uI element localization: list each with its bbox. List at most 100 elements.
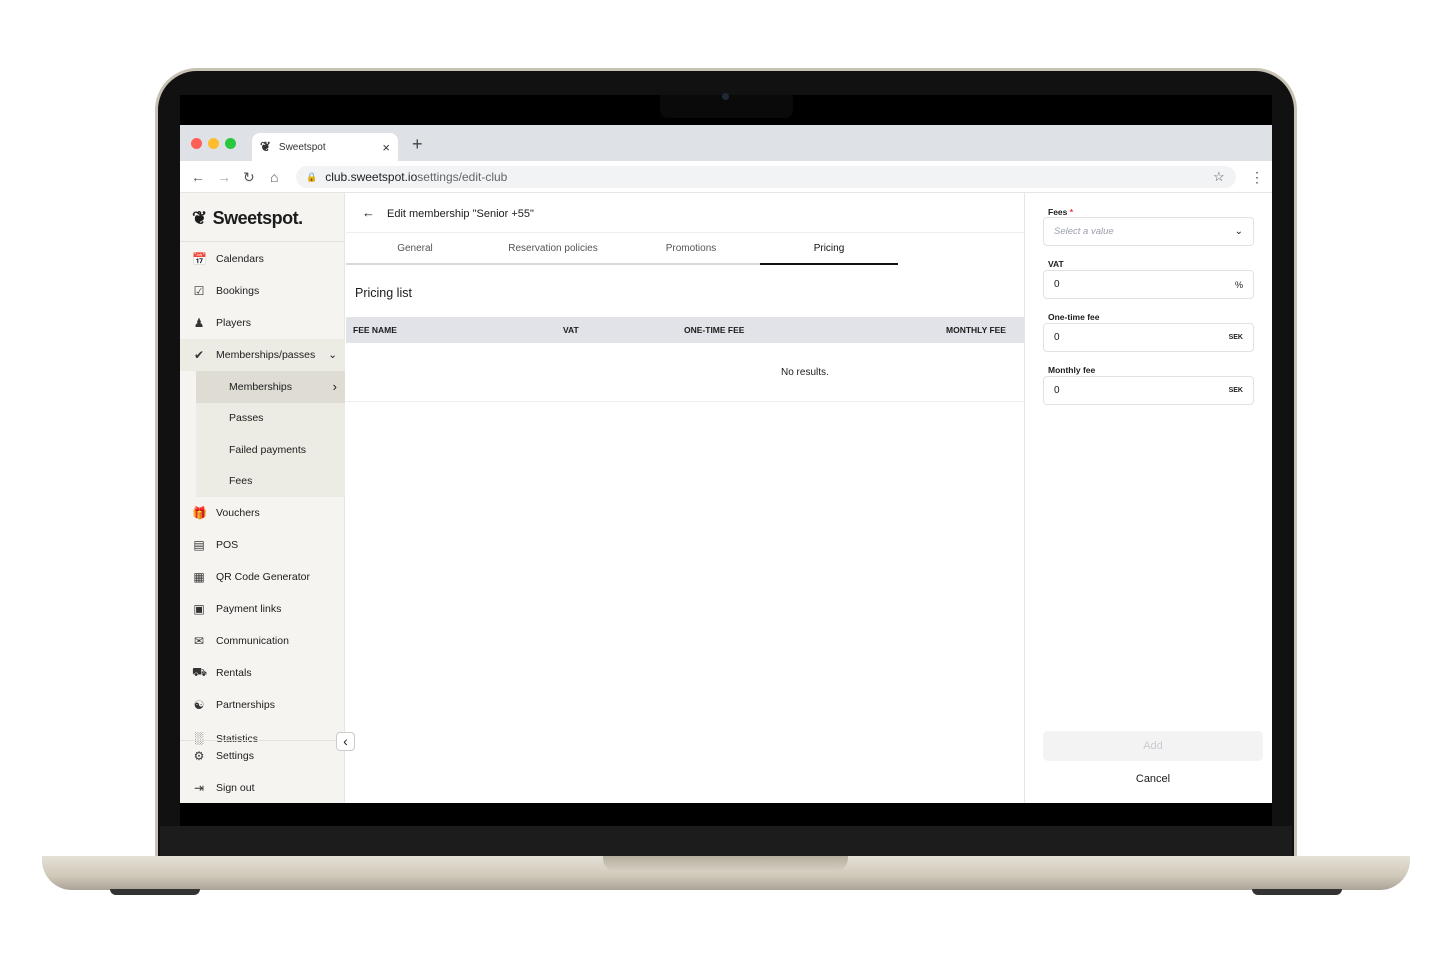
sweetspot-logo: ❦ Sweetspot. [192, 208, 303, 228]
url-host: club.sweetspot.io [325, 170, 418, 184]
sidebar-item-label: Communication [216, 635, 289, 647]
gift-icon: 🎁 [192, 506, 207, 520]
reload-icon[interactable]: ↻ [243, 169, 255, 185]
chevron-down-icon: ⌄ [1234, 226, 1243, 237]
sidebar-item-calendars[interactable]: 📅 Calendars [180, 243, 345, 275]
column-header: MONTHLY FEE [946, 325, 1006, 335]
sidebar-item-communication[interactable]: ✉ Communication [180, 625, 345, 657]
one-time-fee-input[interactable]: 0 SEK [1043, 323, 1254, 352]
sidebar-item-label: Bookings [216, 285, 260, 297]
laptop-foot [1252, 889, 1342, 895]
lock-icon: 🔒 [306, 171, 318, 182]
handshake-icon: ☯ [193, 698, 205, 712]
back-arrow-icon[interactable]: ← [362, 205, 375, 220]
cash-register-icon: ▤ [193, 538, 205, 552]
sidebar-item-label: Memberships [229, 380, 293, 393]
add-button[interactable]: Add [1043, 731, 1263, 761]
sidebar-item-label: Fees [229, 475, 253, 488]
tab-reservation-policies[interactable]: Reservation policies [508, 243, 598, 254]
sidebar-item-payment-links[interactable]: ▣ Payment links [180, 593, 345, 625]
sidebar-item-label: Players [216, 317, 252, 329]
column-header: FEE NAME [353, 325, 397, 335]
home-icon[interactable]: ⌂ [270, 169, 279, 185]
vat-label: VAT [1048, 259, 1064, 269]
sidebar-item-label: Memberships/passes [216, 349, 316, 361]
sidebar-item-label: Partnerships [216, 699, 275, 711]
column-header: VAT [563, 325, 579, 335]
sidebar-item-settings[interactable]: ⚙ Settings [180, 740, 345, 772]
sidebar-item-qr-code-generator[interactable]: ▦ QR Code Generator [180, 561, 345, 593]
more-menu-icon[interactable]: ⋮ [1250, 169, 1264, 185]
currency-suffix: SEK [1228, 387, 1243, 394]
chevron-down-icon: ⌄ [328, 349, 337, 361]
tab-pricing[interactable]: Pricing [760, 233, 898, 265]
sidebar-item-label: POS [216, 539, 239, 551]
payment-link-icon: ▣ [193, 602, 205, 616]
tab-promotions[interactable]: Promotions [665, 243, 717, 254]
fees-label: Fees [1048, 207, 1068, 217]
browser-tab-bar: ❦ Sweetspot × + [180, 125, 1272, 161]
sidebar-item-label: Statistics [216, 733, 259, 745]
camera-icon [722, 93, 729, 100]
sidebar-item-players[interactable]: ♟ Players [180, 307, 345, 339]
new-tab-button[interactable]: + [412, 134, 423, 154]
sidebar-item-memberships-passes[interactable]: ✔ Memberships/passes ⌄ [180, 339, 345, 371]
bar-chart-icon: ░ [194, 731, 204, 745]
sidebar-subitem-passes[interactable]: Passes [196, 402, 345, 434]
maximize-window-button[interactable] [225, 138, 236, 149]
tab-general[interactable]: General [397, 243, 433, 254]
camera-notch [660, 95, 793, 118]
browser-tab[interactable]: ❦ Sweetspot × [252, 133, 398, 161]
required-marker: * [1069, 207, 1074, 217]
forward-icon[interactable]: → [217, 169, 231, 185]
qr-code-icon: ▦ [193, 570, 205, 584]
sidebar-item-partnerships[interactable]: ☯ Partnerships [180, 689, 345, 721]
table-header: FEE NAME VAT ONE-TIME FEE MONTHLY FEE [346, 317, 1024, 343]
percent-suffix: % [1234, 279, 1243, 290]
close-window-button[interactable] [191, 138, 202, 149]
sidebar-subitem-failed-payments[interactable]: Failed payments [196, 434, 345, 466]
golf-cart-icon: ⛟ [192, 665, 208, 679]
back-icon[interactable]: ← [191, 169, 205, 185]
page-title: Edit membership "Senior +55" [387, 208, 534, 220]
currency-suffix: SEK [1228, 334, 1243, 341]
sidebar-item-sign-out[interactable]: ⇥ Sign out [180, 772, 345, 803]
sidebar-item-rentals[interactable]: ⛟ Rentals [180, 657, 345, 689]
monthly-fee-label: Monthly fee [1048, 365, 1096, 375]
sidebar-item-pos[interactable]: ▤ POS [180, 529, 345, 561]
url-field[interactable]: 🔒 club.sweetspot.iosettings/edit-club [296, 166, 1236, 188]
sidebar-item-vouchers[interactable]: 🎁 Vouchers [180, 497, 345, 529]
add-fee-panel: Fees * Select a value ⌄ VAT 0% One-time f… [1024, 193, 1272, 803]
calendar-icon: 📅 [192, 252, 207, 266]
close-tab-icon[interactable]: × [382, 139, 390, 155]
fees-select[interactable]: Select a value ⌄ [1043, 217, 1254, 246]
bookmark-star-icon[interactable]: ☆ [1213, 169, 1225, 184]
tabs: General Reservation policies Promotions … [346, 233, 898, 265]
laptop-groove [603, 856, 848, 872]
sidebar-item-label: Vouchers [216, 507, 260, 519]
empty-state-text: No results. [781, 367, 829, 378]
cancel-button[interactable]: Cancel [1135, 773, 1171, 785]
collapse-sidebar-button[interactable]: ‹ [336, 732, 355, 751]
sidebar-subitem-memberships[interactable]: Memberships › [196, 371, 345, 403]
laptop-foot [110, 889, 200, 895]
main-content: ← Edit membership "Senior +55" General R… [346, 193, 1024, 803]
sidebar-item-label: Passes [229, 412, 264, 425]
monthly-fee-input[interactable]: 0 SEK [1043, 376, 1254, 405]
sidebar-subitem-fees[interactable]: Fees [196, 465, 345, 497]
calendar-check-icon: ☑ [193, 284, 205, 298]
vat-input[interactable]: 0% [1043, 270, 1254, 299]
minimize-window-button[interactable] [208, 138, 219, 149]
sidebar-item-statistics[interactable]: ░ Statistics [180, 721, 345, 745]
one-time-fee-label: One-time fee [1048, 312, 1100, 322]
sidebar-item-label: Calendars [216, 253, 264, 265]
sidebar-item-label: Payment links [216, 603, 282, 615]
vat-value: 0 [1054, 279, 1060, 290]
sidebar-item-bookings[interactable]: ☑ Bookings [180, 275, 345, 307]
sidebar-item-label: QR Code Generator [216, 571, 310, 583]
column-header: ONE-TIME FEE [684, 325, 745, 335]
sidebar-item-label: Failed payments [229, 443, 307, 456]
one-time-fee-value: 0 [1054, 332, 1060, 343]
sidebar-item-label: Sign out [216, 782, 255, 794]
sweetspot-favicon-icon: ❦ [260, 139, 271, 154]
